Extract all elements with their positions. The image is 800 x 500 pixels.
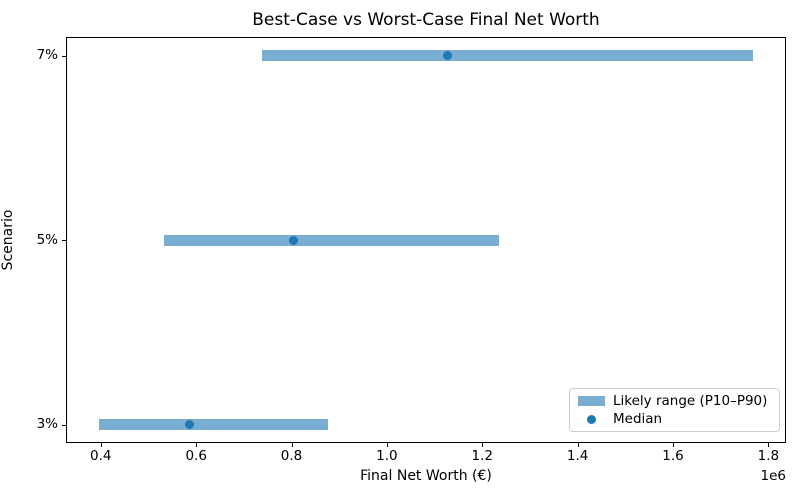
y-axis-label: Scenario [0, 209, 16, 271]
patch-marker [578, 396, 605, 406]
x-tick-mark [291, 443, 293, 447]
x-tick-label: 0.8 [280, 448, 303, 464]
x-axis-offset-label: 1e6 [760, 468, 786, 484]
x-tick-label: 0.4 [90, 448, 112, 464]
y-tick-mark [62, 55, 66, 57]
x-tick-label: 1.4 [566, 448, 589, 464]
y-tick-label: 7% [36, 47, 58, 63]
x-tick-mark [482, 443, 484, 447]
x-tick-label: 1.0 [376, 448, 398, 464]
chart-title: Best-Case vs Worst-Case Final Net Worth [252, 10, 600, 30]
x-tick-label: 1.2 [471, 448, 494, 464]
range-bar-7% [262, 50, 754, 61]
x-tick-label: 1.8 [757, 448, 780, 464]
x-axis-label: Final Net Worth (€) [360, 468, 492, 484]
x-tick-mark [100, 443, 102, 447]
x-tick-mark [673, 443, 674, 447]
dot-marker [587, 414, 596, 424]
median-dot-7% [443, 51, 453, 60]
x-tick-mark [386, 443, 388, 447]
range-bar-5% [164, 234, 500, 246]
x-tick-label: 1.6 [662, 448, 684, 464]
median-dot-icon [578, 414, 605, 424]
x-tick-mark [196, 443, 198, 447]
y-tick-label: 3% [36, 416, 58, 432]
legend: Likely range (P10–P90) Median [569, 388, 780, 432]
median-dot-5% [288, 235, 298, 245]
y-tick-mark [62, 424, 66, 426]
x-tick-label: 0.6 [185, 448, 207, 464]
legend-item-label: Likely range (P10–P90) [613, 393, 768, 409]
x-tick-mark [577, 443, 579, 447]
legend-item: Median [578, 410, 771, 428]
x-tick-mark [768, 443, 770, 447]
range-bar-3% [98, 419, 328, 430]
y-tick-label: 5% [36, 231, 58, 248]
y-tick-mark [62, 240, 66, 241]
legend-item-label: Median [613, 411, 663, 427]
median-dot-3% [184, 420, 194, 429]
range-patch-icon [578, 396, 605, 406]
legend-item: Likely range (P10–P90) [578, 392, 771, 410]
